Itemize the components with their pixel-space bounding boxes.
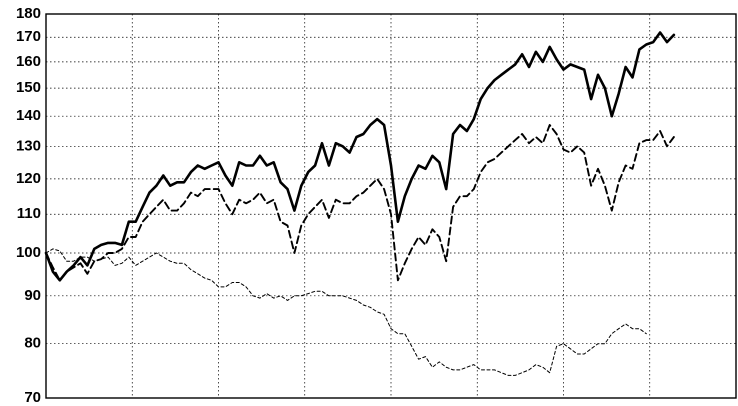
series-line-solid-thick (44, 31, 676, 282)
y-tick-label: 130 (16, 137, 41, 154)
series-line-dashed (45, 124, 675, 282)
y-tick-label: 120 (16, 170, 41, 187)
y-tick-label: 160 (16, 53, 41, 70)
y-tick-label: 80 (24, 335, 41, 352)
y-tick-label: 150 (16, 79, 41, 96)
y-tick-label: 90 (24, 287, 41, 304)
series-layer (44, 31, 676, 376)
y-tick-label: 180 (16, 5, 41, 22)
y-tick-label: 70 (24, 389, 41, 406)
plot-frame (45, 13, 737, 399)
axis-layer: 70 80 90 100 110 120 130 140 150 160 170 180 (16, 5, 41, 406)
y-tick-label: 110 (17, 205, 41, 222)
series-line-dashed-thin (45, 248, 647, 376)
y-tick-label: 140 (16, 107, 41, 124)
y-tick-label: 170 (16, 28, 41, 45)
y-tick-label: 100 (16, 244, 41, 261)
